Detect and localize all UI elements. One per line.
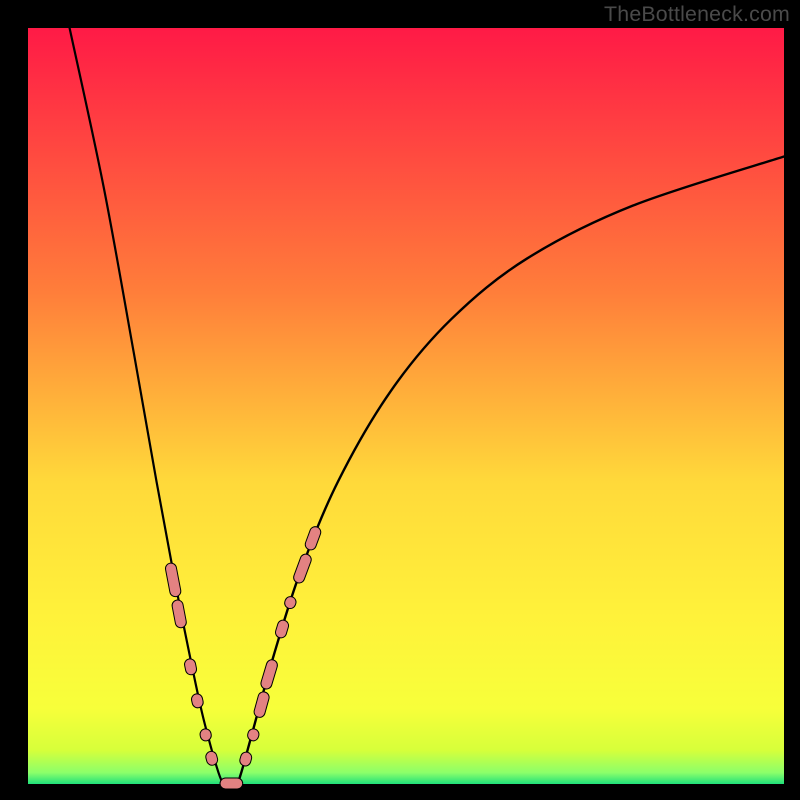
curve-marker (171, 599, 187, 629)
watermark-label: TheBottleneck.com (604, 2, 790, 27)
curve-marker (199, 728, 212, 742)
curve-marker (190, 693, 204, 709)
curve-marker (260, 658, 279, 690)
curve-marker (253, 691, 271, 719)
curve-line (238, 157, 784, 783)
curve-marker (246, 728, 260, 742)
curve-marker (292, 553, 313, 585)
chart-svg (0, 0, 800, 800)
curve-marker (239, 751, 253, 767)
curve-marker (283, 595, 297, 610)
chart-stage: TheBottleneck.com (0, 0, 800, 800)
curve-marker (274, 619, 290, 639)
curve-marker (304, 525, 323, 551)
curve-line (70, 28, 223, 782)
curve-marker (184, 658, 198, 676)
curve-marker (165, 562, 182, 597)
valley-bar (220, 778, 243, 789)
